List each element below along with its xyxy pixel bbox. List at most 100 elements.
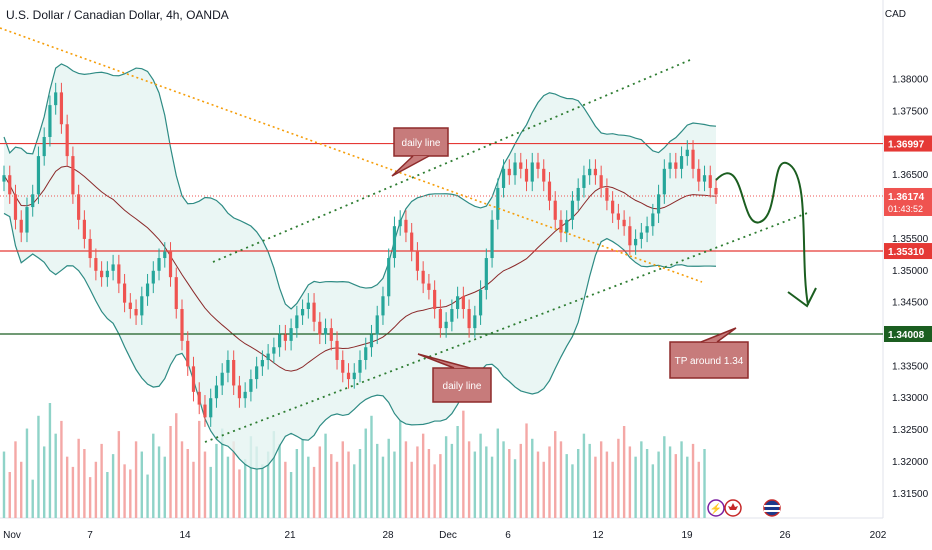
candle-body	[243, 391, 247, 399]
candle-body	[473, 315, 477, 329]
candle-body	[375, 315, 379, 335]
volume-bar	[462, 410, 465, 518]
candle-body	[358, 359, 362, 373]
volume-bar	[106, 472, 109, 518]
candle-body	[220, 372, 224, 386]
volume-bar	[599, 441, 603, 518]
volume-bar	[640, 441, 643, 518]
volume-bar	[559, 441, 563, 518]
volume-bar	[215, 443, 218, 518]
volume-bar	[31, 479, 34, 518]
candle-body	[48, 105, 52, 137]
maple-leaf-icon	[728, 503, 738, 510]
candle-body	[341, 359, 345, 373]
volume-bar	[576, 449, 580, 518]
lightning-icon[interactable]	[707, 499, 725, 517]
volume-bar	[324, 433, 327, 518]
projection-path[interactable]	[715, 161, 809, 306]
candle-body	[180, 309, 184, 341]
candle-body	[197, 391, 201, 405]
price-level-tag	[884, 135, 932, 152]
volume-bar	[238, 469, 241, 518]
volume-bar	[387, 438, 390, 518]
candle-body	[456, 296, 460, 310]
volume-bar	[611, 461, 614, 518]
candle-body	[318, 321, 322, 335]
time-tick-label: 6	[505, 530, 511, 541]
candle-body	[588, 168, 592, 176]
volume-bar	[628, 446, 632, 518]
channel-upper-line[interactable]	[212, 59, 691, 263]
volume-bar	[163, 456, 166, 518]
volume-bar	[186, 449, 189, 518]
volume-bar	[42, 446, 46, 518]
price-level-tag	[884, 243, 932, 260]
tp-callout-box[interactable]	[669, 341, 749, 379]
candle-body	[364, 347, 368, 360]
candle-body	[387, 258, 391, 297]
candle-body	[524, 168, 529, 182]
volume-bar	[100, 443, 103, 518]
volume-bar	[398, 420, 402, 518]
volume-bar	[467, 441, 471, 518]
daily-line-callout-lower-box[interactable]	[432, 367, 492, 403]
us-flag-icon[interactable]	[763, 499, 781, 517]
volume-bar	[88, 477, 92, 518]
daily-line-callout-lower-pointer	[417, 353, 471, 369]
volume-bar	[289, 472, 293, 518]
candle-body	[668, 162, 672, 169]
candle-body	[209, 398, 213, 418]
candle-body	[237, 385, 242, 399]
price-tick-label: 1.35500	[892, 234, 929, 245]
candle-body	[438, 309, 442, 329]
volume-bar	[370, 415, 373, 518]
volume-bar	[278, 443, 281, 518]
daily-line-callout-upper-box[interactable]	[393, 127, 449, 157]
volume-bar	[703, 449, 706, 518]
candle-body	[42, 136, 46, 157]
candle-body	[714, 187, 718, 195]
time-tick-label: 14	[179, 530, 191, 541]
candle-body	[214, 385, 219, 399]
candle-body	[232, 359, 236, 386]
candle-body	[444, 321, 448, 329]
candle-body	[639, 232, 643, 239]
volume-bar	[94, 461, 98, 518]
candle-body	[105, 270, 109, 278]
volume-bar	[220, 428, 224, 518]
volume-bar	[157, 446, 161, 518]
volume-bar	[2, 451, 6, 518]
candle-body	[651, 213, 655, 227]
candle-body	[697, 168, 701, 182]
candle-body	[2, 175, 6, 182]
volume-bar	[456, 426, 459, 518]
volume-bar	[48, 403, 52, 518]
volume-bar	[617, 438, 620, 518]
candle-body	[163, 251, 167, 259]
candle-body	[312, 302, 316, 322]
price-level-label: 1.34008	[888, 330, 925, 341]
volume-bar	[508, 449, 511, 518]
bollinger-band-fill	[4, 63, 716, 470]
candle-body	[685, 149, 689, 157]
volume-bar	[450, 443, 454, 518]
volume-bar	[198, 420, 201, 518]
volume-bar	[634, 456, 637, 518]
candle-body	[433, 289, 437, 310]
countdown-label: 01:43:52	[888, 204, 923, 214]
volume-bar	[203, 451, 207, 518]
us-flag-stripe	[764, 510, 780, 512]
price-tick-label: 1.38000	[892, 75, 929, 86]
volume-bar	[536, 451, 540, 518]
candle-body	[507, 168, 511, 176]
volume-bar	[134, 441, 138, 518]
candle-body	[593, 168, 598, 176]
candle-body	[94, 258, 98, 271]
volume-bar	[439, 454, 442, 518]
volume-bar	[169, 426, 172, 518]
candle-body	[570, 200, 575, 220]
time-tick-label: 28	[382, 530, 394, 541]
volume-bar	[502, 441, 505, 518]
symbol-title: U.S. Dollar / Canadian Dollar, 4h, OANDA	[6, 8, 229, 22]
